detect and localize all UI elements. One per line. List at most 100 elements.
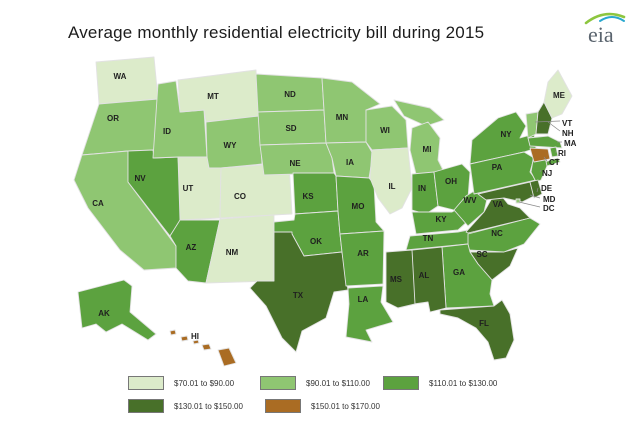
svg-text:KY: KY [435,215,447,224]
state-ne [259,142,335,176]
svg-text:OK: OK [310,237,322,246]
state-or [81,98,159,156]
svg-text:WY: WY [224,141,238,150]
state-me [543,69,573,119]
eia-logo-swoosh-green-icon [584,12,626,25]
svg-text:CA: CA [92,199,104,208]
svg-text:MO: MO [352,202,365,211]
state-ma [527,135,563,149]
legend-swatch-bin-3 [128,399,164,413]
svg-text:FL: FL [479,319,489,328]
state-ks [292,172,339,215]
state-id [152,80,208,159]
svg-text:HI: HI [191,332,199,341]
svg-text:VT: VT [562,119,572,128]
svg-text:OH: OH [445,177,457,186]
state-wa [95,56,159,105]
legend-item-0: $70.01 to $90.00 [128,376,234,390]
state-la [345,285,394,343]
svg-text:NM: NM [226,248,239,257]
page-title: Average monthly residential electricity … [68,23,485,42]
state-ct [529,147,551,163]
svg-text:PA: PA [492,163,503,172]
state-tx [249,231,349,353]
state-il [369,147,413,215]
svg-text:ME: ME [553,91,566,100]
legend-label-bin-3: $130.01 to $150.00 [174,401,243,411]
legend-label-bin-2: $110.01 to $130.00 [429,378,498,388]
svg-text:IA: IA [346,158,354,167]
svg-text:AK: AK [98,309,110,318]
callout-line-dc [518,201,541,208]
state-hi-molokai [192,339,200,345]
state-mo [335,175,385,235]
svg-text:TN: TN [423,234,434,243]
svg-text:SD: SD [285,124,296,133]
svg-text:MN: MN [336,113,349,122]
svg-text:AL: AL [419,271,430,280]
callout-line-nh [547,121,561,132]
state-hi-oahu [180,335,189,342]
svg-text:NH: NH [562,129,574,138]
svg-text:VA: VA [493,200,504,209]
svg-text:KS: KS [302,192,314,201]
svg-text:MD: MD [543,195,556,204]
eia-logo-text: eia [588,22,614,47]
svg-text:DE: DE [541,184,553,193]
legend-swatch-bin-4 [265,399,301,413]
svg-text:WA: WA [114,72,127,81]
callout-labels: VT NH MA RI CT NJ DE MD DC [518,119,577,213]
svg-text:DC: DC [543,204,555,213]
svg-text:ID: ID [163,127,171,136]
svg-text:NY: NY [500,130,512,139]
svg-text:IN: IN [418,184,426,193]
callout-line-md [529,194,541,199]
svg-text:TX: TX [293,291,304,300]
svg-text:OR: OR [107,114,119,123]
svg-text:MS: MS [390,275,403,284]
state-pa [469,151,537,195]
state-mi-upper [393,99,445,127]
legend-label-bin-0: $70.01 to $90.00 [174,378,235,388]
legend-label-bin-1: $90.01 to $110.00 [306,378,370,388]
state-hi-kauai [169,329,177,336]
svg-text:WI: WI [380,126,390,135]
state-ri [549,146,559,158]
state-va [465,193,531,234]
svg-text:MI: MI [423,145,432,154]
legend-label-bin-4: $150.01 to $170.00 [311,401,380,411]
svg-text:MA: MA [564,139,577,148]
state-mi [409,121,445,175]
legend-item-3: $130.01 to $150.00 [128,399,243,413]
callout-line-de [536,187,539,193]
state-de [529,179,543,199]
svg-text:NE: NE [289,159,301,168]
svg-text:LA: LA [358,295,369,304]
svg-text:ND: ND [284,90,296,99]
legend-swatch-bin-2 [383,376,419,390]
svg-text:MT: MT [207,92,219,101]
svg-text:AZ: AZ [186,243,197,252]
state-shapes [73,56,573,367]
svg-text:RI: RI [558,149,566,158]
legend-item-1: $90.01 to $110.00 [260,376,370,390]
svg-text:IL: IL [388,182,395,191]
legend-item-2: $110.01 to $130.00 [383,376,497,390]
svg-text:NV: NV [134,174,146,183]
legend-swatch-bin-0 [128,376,164,390]
svg-text:GA: GA [453,268,465,277]
state-hi-maui [201,343,212,351]
svg-text:UT: UT [183,184,194,193]
svg-text:NC: NC [491,229,503,238]
callout-line-vt [534,120,561,123]
eia-logo: eia [584,12,626,47]
state-ar [339,230,385,287]
legend-swatch-bin-1 [260,376,296,390]
svg-text:AR: AR [357,249,369,258]
state-in [411,171,439,215]
state-labels: WA OR CA NV ID MT WY UT CO AZ NM ND SD N… [92,72,565,341]
legend-item-4: $150.01 to $170.00 [265,399,380,413]
state-hi-big-island [217,347,237,367]
